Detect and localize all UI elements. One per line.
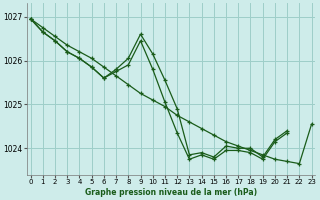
X-axis label: Graphe pression niveau de la mer (hPa): Graphe pression niveau de la mer (hPa) (85, 188, 257, 197)
